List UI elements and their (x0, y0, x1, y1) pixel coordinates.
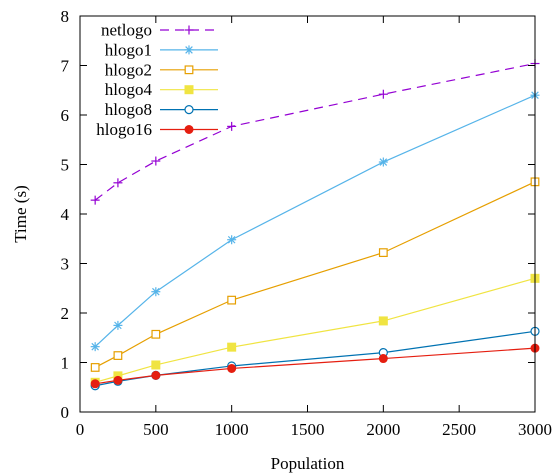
data-point-hlogo4 (378, 316, 388, 326)
data-point-hlogo2 (151, 329, 161, 339)
legend-marker-hlogo4 (184, 85, 194, 95)
data-point-hlogo2 (378, 248, 388, 258)
x-tick-label: 500 (143, 420, 169, 439)
x-tick-label: 1500 (291, 420, 325, 439)
y-tick-label: 3 (61, 255, 70, 274)
x-tick-label: 2000 (366, 420, 400, 439)
data-point-hlogo16 (90, 379, 100, 389)
data-point-hlogo16 (151, 370, 161, 380)
legend-marker-hlogo16 (184, 125, 194, 134)
x-tick-label: 1000 (215, 420, 249, 439)
data-point-hlogo1 (151, 287, 161, 297)
legend-marker-hlogo2 (184, 65, 194, 75)
data-point-hlogo2 (90, 363, 100, 372)
legend-marker-netlogo (184, 25, 194, 35)
data-point-netlogo (378, 89, 388, 99)
x-tick-label: 0 (76, 420, 85, 439)
series-line-netlogo (94, 62, 536, 201)
legend-label-hlogo2: hlogo2 (105, 60, 152, 79)
legend-label-hlogo16: hlogo16 (96, 120, 152, 139)
legend-label-hlogo1: hlogo1 (105, 40, 152, 59)
data-point-hlogo1 (378, 157, 388, 167)
data-point-netlogo (227, 121, 237, 131)
y-tick-label: 4 (61, 205, 70, 224)
series-line-hlogo4 (95, 277, 536, 383)
data-point-hlogo2 (227, 295, 237, 305)
legend-marker-hlogo1 (184, 45, 194, 55)
x-axis-label: Population (271, 454, 345, 473)
data-point-hlogo1 (90, 342, 100, 352)
data-point-hlogo16 (227, 363, 237, 373)
data-point-hlogo4 (227, 342, 237, 352)
legend-marker-hlogo8 (184, 104, 194, 115)
y-tick-label: 2 (61, 304, 70, 323)
data-point-netlogo (151, 156, 161, 166)
x-tick-label: 2500 (442, 420, 476, 439)
data-point-hlogo1 (113, 320, 123, 330)
series-line-hlogo2 (94, 181, 536, 368)
data-point-netlogo (90, 195, 100, 205)
y-tick-label: 8 (61, 7, 70, 26)
x-tick-label: 3000 (518, 420, 552, 439)
data-point-hlogo4 (151, 360, 161, 370)
y-tick-label: 7 (61, 57, 70, 76)
series-line-hlogo8 (95, 330, 536, 387)
y-tick-label: 6 (61, 106, 70, 125)
y-tick-label: 5 (61, 156, 70, 175)
data-point-hlogo16 (113, 375, 123, 385)
data-point-hlogo1 (227, 235, 237, 245)
data-point-hlogo2 (113, 351, 123, 360)
legend-label-netlogo: netlogo (101, 21, 152, 40)
y-tick-label: 1 (61, 354, 70, 373)
series-line-hlogo16 (95, 347, 536, 385)
axis-ticks: 0 500 1000 1500 2000 2500 3000 0 1 2 3 4 5 6 7 8 (61, 7, 553, 439)
data-point-hlogo16 (378, 354, 388, 364)
data-point-netlogo (113, 178, 123, 188)
y-axis-label: Time (s) (11, 185, 30, 242)
legend-label-hlogo4: hlogo4 (105, 80, 153, 99)
plot-marks (90, 59, 540, 391)
legend-label-hlogo8: hlogo8 (105, 100, 152, 119)
y-tick-label: 0 (61, 403, 70, 422)
series-line-hlogo1 (94, 94, 536, 348)
